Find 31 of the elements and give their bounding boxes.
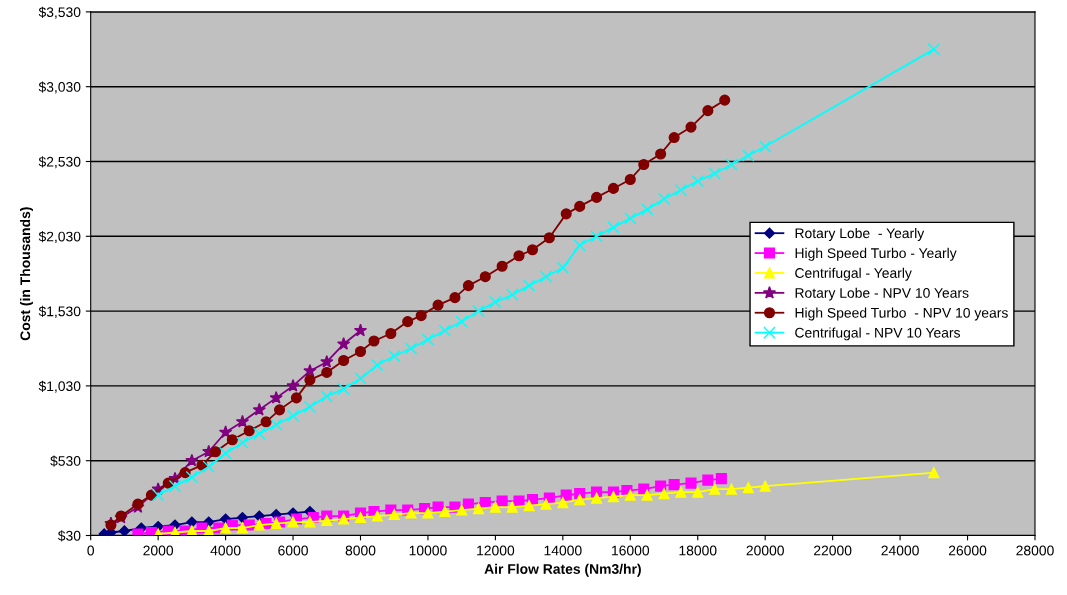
y-tick-label: $1,530 [38, 305, 81, 318]
x-tick-label: 12000 [477, 545, 515, 556]
x-tick-label: 4000 [210, 545, 241, 556]
x-tick-label: 14000 [544, 545, 582, 556]
y-tick-label: $2,030 [38, 231, 81, 244]
legend-label: Centrifugal - Yearly [795, 267, 912, 281]
x-tick-label: 26000 [948, 545, 987, 556]
legend-label: Rotary Lobe - NPV 10 Years [795, 287, 969, 301]
x-tick-label: 2000 [143, 545, 174, 556]
y-tick-label: $530 [50, 455, 81, 467]
legend-label: Rotary Lobe - Yearly [795, 227, 925, 241]
x-tick-label: 0 [87, 545, 95, 556]
y-tick-label: $3,530 [38, 6, 81, 19]
legend-label: High Speed Turbo - NPV 10 years [795, 307, 1008, 321]
x-tick-label: 16000 [612, 545, 650, 556]
y-tick-label: $1,030 [38, 380, 81, 393]
legend-label: Centrifugal - NPV 10 Years [795, 327, 960, 341]
x-tick-label: 20000 [746, 545, 784, 556]
x-tick-label: 24000 [881, 545, 919, 556]
y-tick-label: $2,530 [38, 156, 81, 169]
y-axis-title: Cost (in Thousands) [19, 207, 33, 341]
x-tick-label: 6000 [278, 545, 308, 556]
x-tick-label: 28000 [1016, 545, 1054, 556]
x-tick-label: 8000 [345, 545, 376, 556]
legend-label: High Speed Turbo - Yearly [795, 247, 957, 261]
x-tick-label: 18000 [679, 545, 717, 556]
x-tick-label: 10000 [409, 545, 447, 556]
x-tick-label: 22000 [814, 545, 852, 556]
y-tick-label: $30 [57, 530, 81, 542]
x-axis-title: Air Flow Rates (Nm3/hr) [484, 563, 641, 577]
y-tick-label: $3,030 [38, 81, 81, 94]
